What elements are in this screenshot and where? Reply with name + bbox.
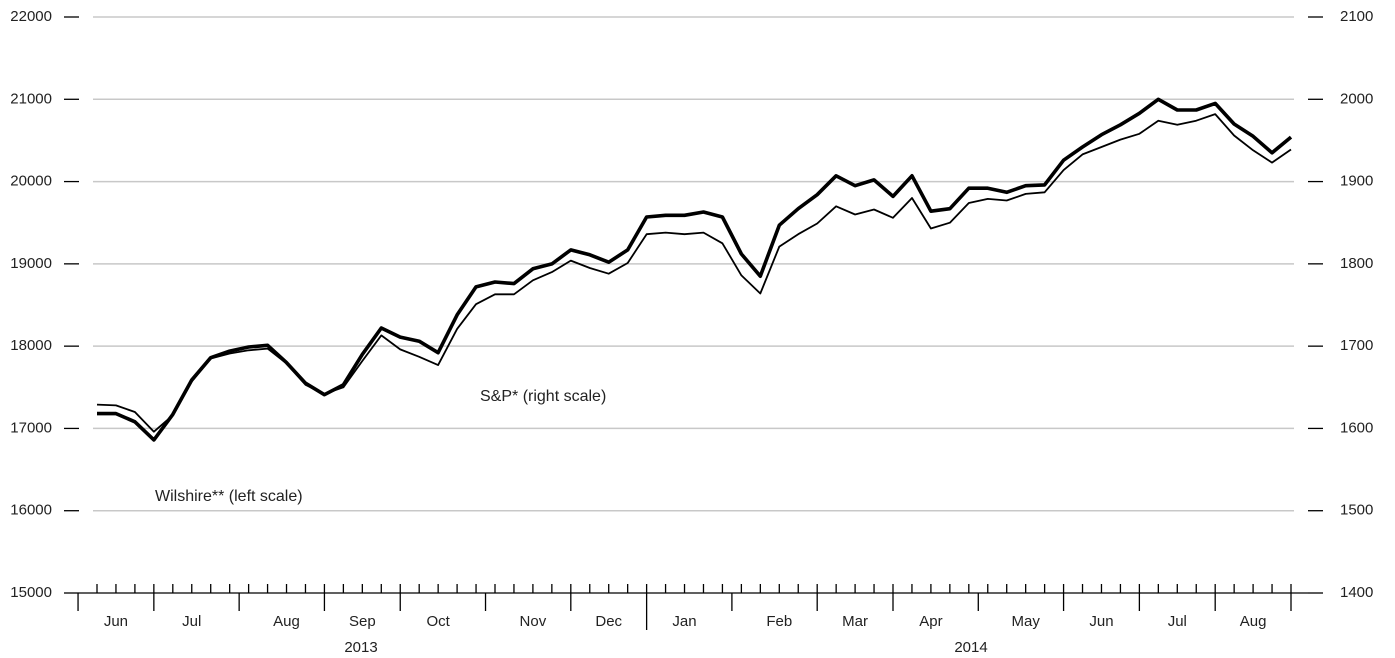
x-tick-label: Nov xyxy=(520,613,547,630)
y-tick-label: 16000 xyxy=(10,502,52,519)
y-tick-label: 21000 xyxy=(10,90,52,107)
x-tick-label: Aug xyxy=(273,613,300,630)
x-tick-label: Apr xyxy=(919,613,942,630)
x-tick-label: Jul xyxy=(182,613,201,630)
y2-tick-label: 1600 xyxy=(1340,419,1373,436)
y2-tick-label: 1500 xyxy=(1340,502,1373,519)
year-label: 2014 xyxy=(954,639,987,656)
series-line xyxy=(96,113,1292,433)
y2-tick-label: 2000 xyxy=(1340,90,1373,107)
y2-tick-label: 1700 xyxy=(1340,337,1373,354)
y2-tick-label: 1800 xyxy=(1340,255,1373,272)
x-tick-label: Dec xyxy=(595,613,622,630)
x-tick-label: Feb xyxy=(766,613,792,630)
y2-tick-label: 1400 xyxy=(1340,584,1373,601)
x-tick-label: Mar xyxy=(842,613,868,630)
x-tick-label: Jun xyxy=(1089,613,1113,630)
x-tick-label: Oct xyxy=(426,613,450,630)
y-tick-label: 17000 xyxy=(10,419,52,436)
year-label: 2013 xyxy=(344,639,377,656)
y-tick-label: 22000 xyxy=(10,8,52,25)
x-tick-label: Jun xyxy=(104,613,128,630)
series-label: S&P* (right scale) xyxy=(480,388,606,405)
x-tick-label: Jan xyxy=(672,613,696,630)
y2-tick-label: 1900 xyxy=(1340,173,1373,190)
series-label: Wilshire** (left scale) xyxy=(155,488,303,505)
y-tick-label: 15000 xyxy=(10,584,52,601)
series-line xyxy=(97,97,1293,442)
x-tick-label: Jul xyxy=(1168,613,1187,630)
x-tick-label: Sep xyxy=(349,613,376,630)
x-tick-label: May xyxy=(1011,613,1040,630)
x-tick-label: Aug xyxy=(1240,613,1267,630)
y-tick-label: 18000 xyxy=(10,337,52,354)
y2-tick-label: 2100 xyxy=(1340,8,1373,25)
y-tick-label: 20000 xyxy=(10,173,52,190)
y-tick-label: 19000 xyxy=(10,255,52,272)
